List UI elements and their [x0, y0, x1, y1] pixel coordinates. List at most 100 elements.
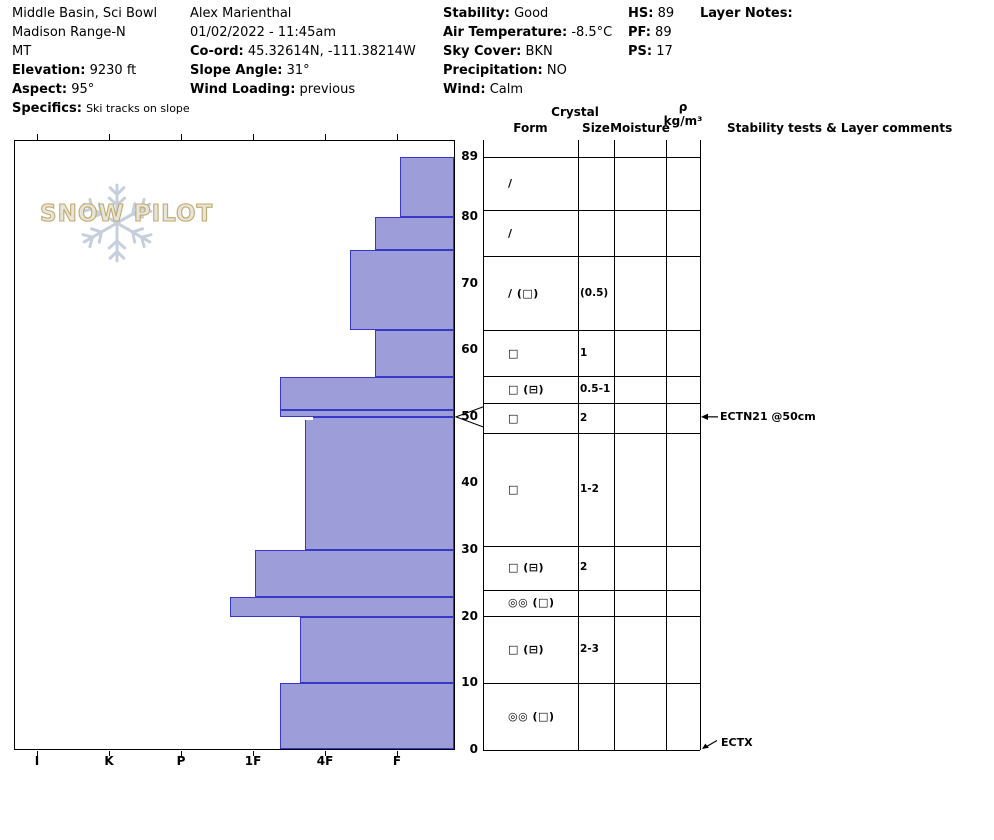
field-label: PS: — [628, 44, 653, 59]
hardness-tick-bottom — [37, 751, 38, 756]
header-field-mt: MT — [12, 42, 190, 61]
header-field-wind: Wind: Calm — [443, 80, 612, 99]
field-value: 17 — [656, 44, 673, 59]
col-header-crystal: Crystal — [551, 105, 599, 119]
grain-form-symbol: / — [508, 176, 513, 190]
field-value: Good — [514, 6, 549, 21]
depth-label-70: 70 — [461, 275, 478, 290]
field-value: 95° — [71, 82, 95, 97]
hardness-tick-bottom — [109, 751, 110, 756]
grain-form-symbol: □ (⊟) — [508, 643, 544, 657]
snow-layer-bar-63-56 — [375, 330, 454, 377]
field-value: 31° — [286, 63, 310, 78]
depth-label-50: 50 — [461, 408, 478, 423]
snow-layer-bar-10-0 — [279, 683, 454, 749]
col-header-density-unit: kg/m³ — [663, 114, 703, 128]
snow-layer-bar-89-80 — [399, 157, 454, 217]
logo-text: SNOW PILOT — [39, 200, 214, 227]
header-field-ps: PS: 17 — [628, 42, 674, 61]
diagonal-arrow-icon — [704, 739, 718, 749]
hardness-label-f: F — [392, 754, 402, 768]
hardness-tick-top — [253, 134, 254, 140]
field-value: 89 — [655, 25, 672, 40]
depth-label-30: 30 — [461, 542, 478, 557]
test-result-ectx: ECTX — [721, 736, 753, 749]
field-value: 01/02/2022 - 11:45am — [190, 25, 336, 40]
table-grid-hline — [483, 682, 700, 684]
table-grid-vline — [700, 140, 701, 750]
depth-label-40: 40 — [461, 475, 478, 490]
hardness-tick-bottom — [325, 751, 326, 756]
table-grid-hline — [483, 209, 700, 211]
test-result-ectn21-50cm: ECTN21 @50cm — [720, 409, 816, 423]
table-grid-hline — [483, 589, 700, 591]
grain-form-symbol: □ (⊟) — [508, 383, 544, 397]
header-field-elevation: Elevation: 9230 ft — [12, 61, 190, 80]
table-grid-hline — [483, 256, 700, 258]
hardness-label-4f: 4F — [316, 754, 334, 768]
field-label: Wind: — [443, 82, 486, 97]
grain-form-symbol: / (□) — [508, 286, 539, 300]
grain-size-value: 1 — [580, 346, 588, 359]
grain-size-value: 0.5-1 — [580, 383, 611, 396]
field-value: previous — [299, 82, 356, 97]
hardness-tick-bottom — [253, 751, 254, 756]
field-value: Calm — [489, 82, 524, 97]
table-grid-hline — [483, 156, 700, 158]
hardness-tick-top — [37, 134, 38, 140]
col-header-form: Form — [513, 121, 548, 135]
field-value: 89 — [657, 6, 675, 21]
header-field-alex-marienthal: Alex Marienthal — [190, 4, 416, 23]
hardness-tick-top — [397, 134, 398, 140]
field-label: HS: — [628, 6, 654, 21]
field-label: Sky Cover: — [443, 44, 522, 59]
field-value: 9230 ft — [89, 63, 137, 78]
col-header-density-rho: ρ — [678, 100, 688, 114]
table-grid-hline — [483, 376, 700, 378]
depth-label-20: 20 — [461, 608, 478, 623]
header-column-observer: Alex Marienthal 01/02/2022 - 11:45am Co-or… — [190, 4, 416, 99]
header-field-aspect: Aspect: 95° — [12, 80, 190, 99]
grain-size-value: 2-3 — [580, 643, 599, 656]
grain-form-symbol: □ — [508, 411, 519, 425]
field-label: Wind Loading: — [190, 82, 296, 97]
header-field-pf: PF: 89 — [628, 23, 674, 42]
table-grid-hline — [483, 546, 700, 548]
field-value: Middle Basin, Sci Bowl — [12, 6, 158, 21]
header-field-sky-cover: Sky Cover: BKN — [443, 42, 612, 61]
table-grid-hline — [483, 329, 700, 331]
header-field-layer-notes: Layer Notes: — [700, 4, 793, 23]
grain-form-symbol: □ — [508, 346, 519, 360]
hardness-tick-top — [109, 134, 110, 140]
hardness-tick-bottom — [181, 751, 182, 756]
field-label: Air Temperature: — [443, 25, 568, 40]
col-header-stability-tests: Stability tests & Layer comments — [727, 121, 953, 135]
snow-layer-bar-30-23 — [255, 550, 454, 597]
snowpilot-logo: SNOW PILOT — [39, 180, 214, 275]
hardness-tick-bottom — [397, 751, 398, 756]
header-field-madison-range-n: Madison Range-N — [12, 23, 190, 42]
field-label: Elevation: — [12, 63, 86, 78]
grain-form-symbol: □ (⊟) — [508, 561, 544, 575]
grain-form-symbol: / — [508, 226, 513, 240]
field-label: Slope Angle: — [190, 63, 283, 78]
header-field-slope-angle: Slope Angle: 31° — [190, 61, 416, 80]
grain-form-symbol: ◎◎ (□) — [508, 709, 555, 723]
weak-layer-gap — [280, 417, 313, 421]
header-field-air-temperature: Air Temperature: -8.5°C — [443, 23, 612, 42]
field-label: Layer Notes: — [700, 6, 793, 21]
header-field-wind-loading: Wind Loading: previous — [190, 80, 416, 99]
field-label: Specifics: — [12, 101, 82, 116]
field-value: Madison Range-N — [12, 25, 126, 40]
diagonal-arrowhead-icon — [702, 743, 709, 749]
header-field-precipitation: Precipitation: NO — [443, 61, 612, 80]
snow-layer-bar-51-50 — [279, 410, 454, 417]
field-label: Stability: — [443, 6, 510, 21]
snowflake-icon — [81, 183, 153, 263]
table-grid-hline — [483, 433, 700, 434]
field-value: Ski tracks on slope — [86, 102, 190, 115]
snow-layer-bar-23-20 — [229, 596, 454, 617]
field-label: Aspect: — [12, 82, 68, 97]
table-grid-vline — [666, 140, 667, 750]
